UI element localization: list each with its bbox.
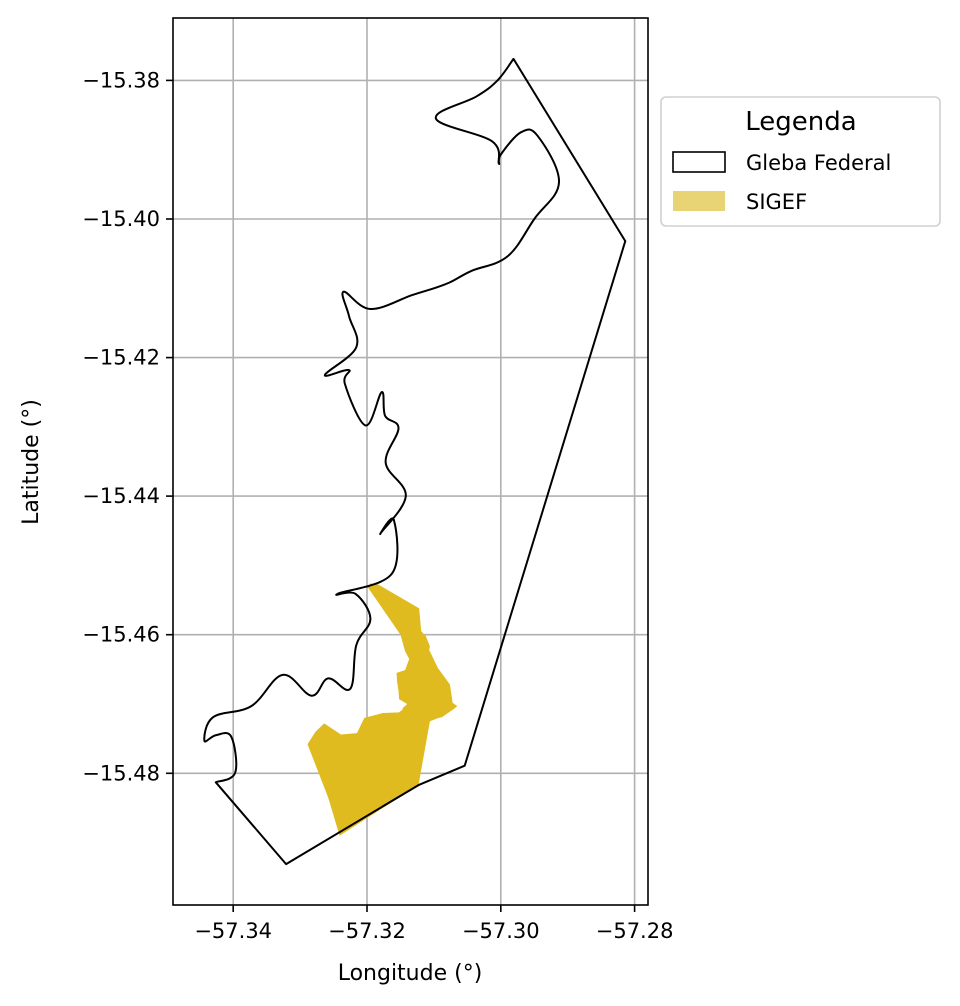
- y-tick-label: −15.38: [82, 68, 160, 92]
- axis-ticks: −57.34 −57.32 −57.30 −57.28 −15.38 −15.40 −15.…: [82, 68, 673, 943]
- legend-swatch-sigef: [673, 191, 725, 211]
- sigef-polygon: [307, 583, 458, 836]
- legend-box: [660, 96, 941, 227]
- plot-frame: [172, 17, 649, 906]
- legend: Legenda Gleba Federal SIGEF: [660, 96, 941, 227]
- y-tick-label: −15.40: [82, 207, 160, 231]
- x-tick-label: −57.32: [328, 919, 406, 943]
- legend-label-sigef: SIGEF: [746, 190, 807, 214]
- x-tick-label: −57.30: [462, 919, 540, 943]
- map-layers: [203, 57, 627, 866]
- legend-title: Legenda: [745, 107, 856, 137]
- legend-label-gleba: Gleba Federal: [746, 151, 891, 175]
- legend-swatch-gleba: [672, 151, 726, 173]
- y-tick-label: −15.48: [82, 761, 160, 785]
- y-axis-label: Latitude (°): [19, 399, 44, 525]
- y-tick-label: −15.44: [82, 484, 160, 508]
- x-tick-label: −57.34: [194, 919, 272, 943]
- x-axis-label: Longitude (°): [338, 961, 483, 986]
- gleba-federal-polygon: [203, 57, 627, 866]
- y-tick-label: −15.46: [82, 623, 160, 647]
- x-tick-label: −57.28: [596, 919, 674, 943]
- y-tick-label: −15.42: [82, 346, 160, 370]
